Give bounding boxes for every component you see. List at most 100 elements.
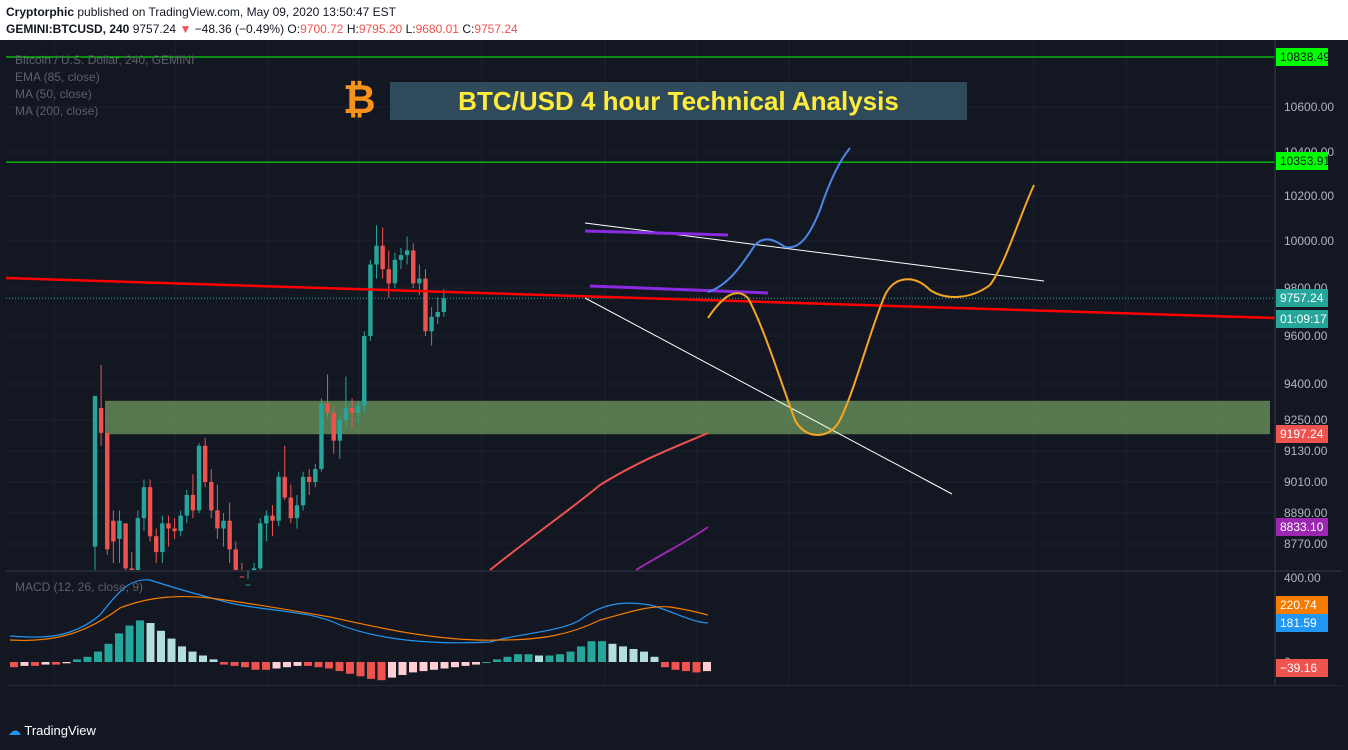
macd-bar [188,651,197,662]
macd-bar [125,625,134,662]
candle-body [264,515,269,524]
macd-bar [398,662,407,675]
macd-bar [304,662,312,666]
ema-line [489,432,709,571]
macd-bar [556,654,564,662]
chart-title: BTC/USD 4 hour Technical Analysis [390,82,967,120]
macd-bar [514,654,522,662]
candle-body [135,518,141,570]
macd-bar [619,646,627,662]
publish-line: Cryptorphic published on TradingView.com… [6,5,396,19]
candle-body [307,476,312,482]
change-value: −48.36 (−0.49%) [194,22,285,36]
macd-bar [199,655,207,662]
candle-body [233,549,238,570]
candle-body [392,259,398,284]
candle-body [92,396,98,547]
ma200-line [635,526,709,571]
candle-body [239,576,245,578]
candle-body [123,523,128,569]
bitcoin-logo-icon: ₿ [343,78,376,122]
macd-bar [146,623,155,662]
series-legend[interactable]: Bitcoin / U.S. Dollar, 240, GEMINI [15,53,195,67]
macd-bar [451,662,459,668]
candle-body [441,298,447,312]
macd-bar [440,662,449,669]
author-name[interactable]: Cryptorphic [6,5,75,19]
macd-bar [388,662,396,678]
macd-bar [157,630,165,662]
macd-bar [62,662,71,664]
low-label: L: [405,22,416,36]
macd-bar [482,662,491,663]
macd-bar [493,659,501,662]
resistance-low-tag: 10353.91 [1276,152,1330,170]
ma200-legend[interactable]: MA (200, close) [15,104,99,118]
macd-bar [587,641,596,662]
candle-body [270,515,275,521]
candle-body [294,505,300,519]
price-tick-label: 10600.00 [1284,100,1334,114]
candle-body [417,278,422,284]
macd-bar [650,656,659,662]
macd-bar [577,646,585,662]
publish-info: published on TradingView.com, May 09, 20… [77,5,397,19]
countdown-tag: 01:09:17 [1276,310,1328,328]
bullish-projection-path[interactable] [707,147,851,293]
macd-bar [356,662,365,677]
price-axis[interactable]: 10600.0010400.0010200.0010000.009800.009… [1284,100,1334,551]
open-value: 9700.72 [300,22,344,36]
candle-body [105,432,110,550]
macd-bar [251,662,260,670]
support-zone[interactable] [105,400,1270,435]
price-chart[interactable]: 10600.0010400.0010200.0010000.009800.009… [6,40,1342,686]
price-tick-label: 10200.00 [1284,189,1334,203]
ema-legend[interactable]: EMA (85, close) [15,70,100,84]
channel-bottom-line[interactable] [589,284,769,295]
tradingview-cloud-icon: ☁ [8,723,21,738]
macd-bar [692,662,701,673]
candle-body [276,476,281,521]
macd-bar [94,651,102,662]
candle-body [111,520,116,542]
footer [0,712,1348,750]
tradingview-brand[interactable]: ☁ TradingView [8,723,96,739]
long-trend-line[interactable] [6,276,1276,320]
ema-value-tag: 9197.24 [1276,425,1328,443]
price-tick-label: 9130.00 [1284,444,1328,458]
macd-bar [83,656,92,662]
ma50-legend[interactable]: MA (50, close) [15,87,92,101]
macd-bar [136,620,144,662]
macd-bar [472,662,480,665]
macd-bar [262,662,270,670]
macd-tick-top: 400.00 [1284,571,1321,585]
last-price: 9757.24 [132,22,177,36]
macd-histogram [10,620,711,681]
bearish-projection-path[interactable] [707,184,1035,436]
resistance-high-tag: 10838.49 [1276,48,1330,66]
histogram-value-tag: −39.16 [1276,659,1328,677]
macd-bar [167,638,176,662]
macd-bar [325,662,333,669]
macd-bar [419,662,428,672]
macd-bar [377,662,386,681]
channel-top-line[interactable] [584,229,729,237]
macd-bar [566,651,575,662]
candle-body [178,515,183,532]
macd-bar [104,643,113,662]
candle-body [380,245,385,270]
macd-bar [272,662,281,669]
wedge-lower-line[interactable] [584,297,953,495]
macd-bar [524,654,533,662]
candle-body [141,487,147,519]
tradingview-label: TradingView [24,723,96,738]
macd-bar [598,641,606,662]
macd-legend[interactable]: MACD (12, 26, close, 9) [15,580,144,594]
macd-bar [335,662,344,672]
candle-body [349,408,355,413]
price-tick-label: 9600.00 [1284,329,1328,343]
candle-body [423,278,428,332]
candle-body [368,264,373,336]
candle-body [221,520,226,529]
symbol-label[interactable]: GEMINI:BTCUSD, 240 [6,22,130,36]
